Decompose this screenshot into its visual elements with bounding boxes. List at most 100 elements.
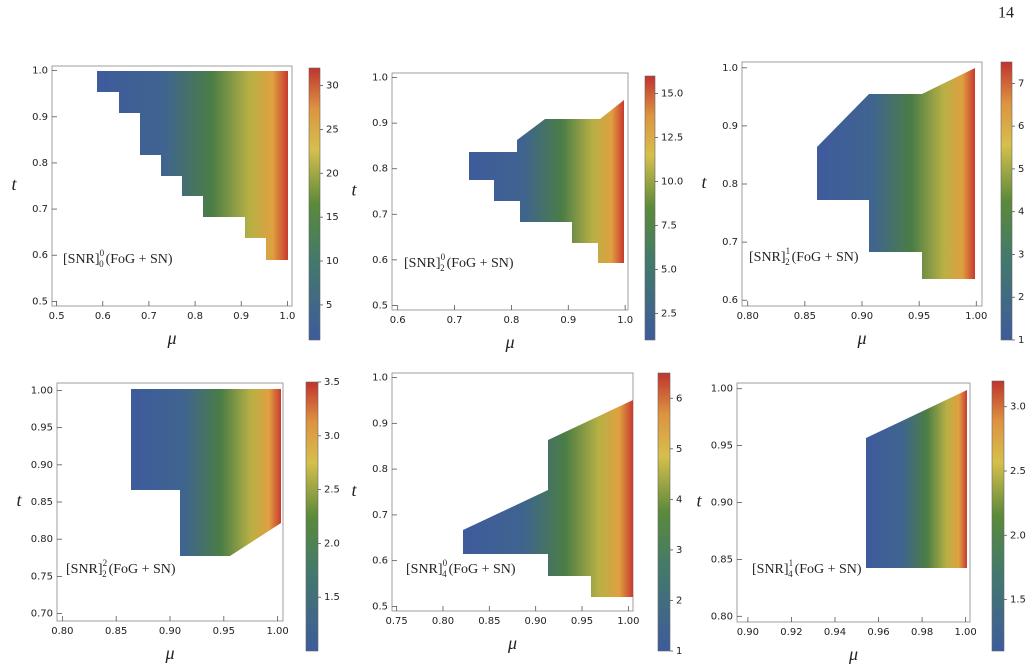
label-sup: 1	[786, 246, 791, 256]
x-tick-label: 1.00	[965, 311, 987, 322]
colorbar-tick-label: 12.5	[661, 133, 683, 144]
y-tick-label: 0.6	[722, 295, 738, 306]
colorbar	[644, 75, 656, 341]
panel-label: [SNR]0 0 (FoG + SN)	[63, 248, 173, 269]
label-tail: (FoG + SN)	[447, 256, 514, 271]
colorbar-tick-label: 1	[1018, 335, 1024, 346]
y-tick-label: 0.9	[372, 118, 388, 129]
x-tick-label: 0.90	[525, 616, 547, 627]
label-sub: 0	[99, 259, 104, 269]
y-tick-label: 1.00	[711, 384, 733, 395]
x-tick-label: 1.0	[279, 311, 295, 322]
y-tick-label: 0.9	[722, 121, 738, 132]
x-tick-label: 0.80	[432, 616, 454, 627]
y-tick-label: 0.8	[722, 179, 738, 190]
panel-label: [SNR]0 2 (FoG + SN)	[404, 252, 514, 273]
colorbar	[657, 372, 671, 652]
x-axis-label: μ	[507, 633, 517, 653]
y-tick-label: 0.5	[372, 601, 388, 612]
x-tick-label: 0.6	[390, 315, 406, 326]
colorbar	[1000, 61, 1013, 341]
panel: 0.5 0.6 0.7 0.8 0.9 1.0 0.5 0.6 0.7 0.8 0.9 1.0 μ t [S…	[11, 65, 339, 348]
x-tick-label: 1.00	[617, 616, 639, 627]
colorbar-tick-label: 5.0	[661, 265, 677, 276]
colorbar-tick-label: 10.0	[661, 177, 683, 188]
colorbar-tick-label: 5	[676, 444, 682, 455]
panel: 0.75 0.80 0.85 0.90 0.95 1.000.50.60.70.80.91…	[351, 373, 682, 657]
panel-label: [SNR]1 4 (FoG + SN)	[752, 558, 862, 579]
label-sup: 2	[103, 558, 108, 568]
colorbar-tick-label: 6	[1018, 121, 1024, 132]
x-axis-label: μ	[848, 644, 858, 664]
colorbar-tick-label: 4	[676, 494, 682, 505]
y-axis-label: t	[16, 490, 22, 510]
x-tick-label: 0.90	[737, 627, 759, 638]
colorbar-tick-label: 5	[1018, 164, 1024, 175]
panel-label: [SNR]1 2 (FoG + SN)	[749, 246, 859, 267]
label-tail: (FoG + SN)	[795, 562, 862, 577]
snr-region	[469, 100, 624, 263]
colorbar-tick-label: 2.0	[1010, 530, 1026, 541]
y-tick-label: 0.8	[372, 164, 388, 175]
x-tick-label: 0.98	[911, 627, 933, 638]
y-tick-label: 0.7	[372, 209, 388, 220]
y-tick-label: 0.80	[31, 534, 53, 545]
label-base: [SNR]	[752, 562, 789, 577]
colorbar-tick-label: 3	[1018, 249, 1024, 260]
x-tick-label: 0.6	[95, 311, 111, 322]
x-axis-label: μ	[166, 328, 176, 348]
colorbar-tick-label: 1.5	[324, 592, 340, 603]
panel-label: [SNR]2 2 (FoG + SN)	[66, 558, 176, 579]
label-tail: (FoG + SN)	[449, 562, 516, 577]
y-axis-label: t	[351, 180, 357, 200]
y-tick-label: 0.9	[372, 418, 388, 429]
y-tick-label: 1.0	[372, 373, 388, 384]
y-tick-label: 0.8	[32, 158, 48, 169]
y-tick-label: 0.85	[711, 554, 733, 565]
y-tick-label: 0.9	[32, 112, 48, 123]
y-axis-label: t	[696, 491, 702, 511]
colorbar-tick-label: 30	[326, 81, 339, 92]
label-sub: 2	[785, 257, 790, 267]
colorbar-tick-label: 1	[676, 646, 682, 657]
y-tick-label: 0.6	[32, 250, 48, 261]
colorbar-tick-label: 2.5	[1010, 466, 1026, 477]
label-base: [SNR]	[66, 562, 103, 577]
y-tick-label: 0.8	[372, 464, 388, 475]
colorbar-tick-label: 2.0	[324, 538, 340, 549]
y-tick-label: 0.7	[722, 237, 738, 248]
y-tick-label: 0.6	[372, 255, 388, 266]
x-tick-label: 0.8	[503, 315, 519, 326]
snr-region	[817, 68, 975, 279]
panel: 0.90 0.92 0.94 0.96 0.98 1.00 0.80 0.85 0.90 0.95…	[696, 380, 1026, 664]
x-tick-label: 0.7	[141, 311, 157, 322]
y-axis-label: t	[701, 172, 707, 192]
x-tick-label: 0.7	[447, 315, 463, 326]
x-tick-label: 0.9	[560, 315, 576, 326]
colorbar-tick-label: 7.5	[661, 221, 677, 232]
label-base: [SNR]	[63, 252, 100, 267]
panel: 0.6 0.7 0.8 0.9 1.00.50.60.70.80.91.0μt[SNR]…	[351, 73, 683, 353]
y-axis-label: t	[11, 174, 17, 194]
colorbar-tick-label: 3	[676, 545, 682, 556]
colorbar-tick-label: 5	[326, 300, 332, 311]
y-tick-label: 0.6	[372, 556, 388, 567]
x-tick-label: 0.85	[105, 626, 127, 637]
colorbar-tick-label: 3.0	[324, 431, 340, 442]
colorbar-tick-label: 25	[326, 124, 339, 135]
label-tail: (FoG + SN)	[792, 250, 859, 265]
label-sub: 4	[442, 569, 447, 579]
x-tick-label: 0.9	[233, 311, 249, 322]
x-tick-label: 0.95	[571, 616, 593, 627]
x-axis-label: μ	[856, 328, 866, 348]
colorbar-tick-label: 2	[676, 595, 682, 606]
y-tick-label: 0.5	[372, 300, 388, 311]
label-sub: 2	[102, 569, 107, 579]
colorbar-tick-label: 2.5	[661, 309, 677, 320]
x-tick-label: 0.90	[851, 311, 873, 322]
label-sub: 2	[440, 263, 445, 273]
y-tick-label: 0.85	[31, 497, 53, 508]
snr-region	[463, 400, 633, 597]
page-number: 14	[998, 5, 1014, 22]
colorbar-tick-label: 10	[326, 256, 339, 267]
